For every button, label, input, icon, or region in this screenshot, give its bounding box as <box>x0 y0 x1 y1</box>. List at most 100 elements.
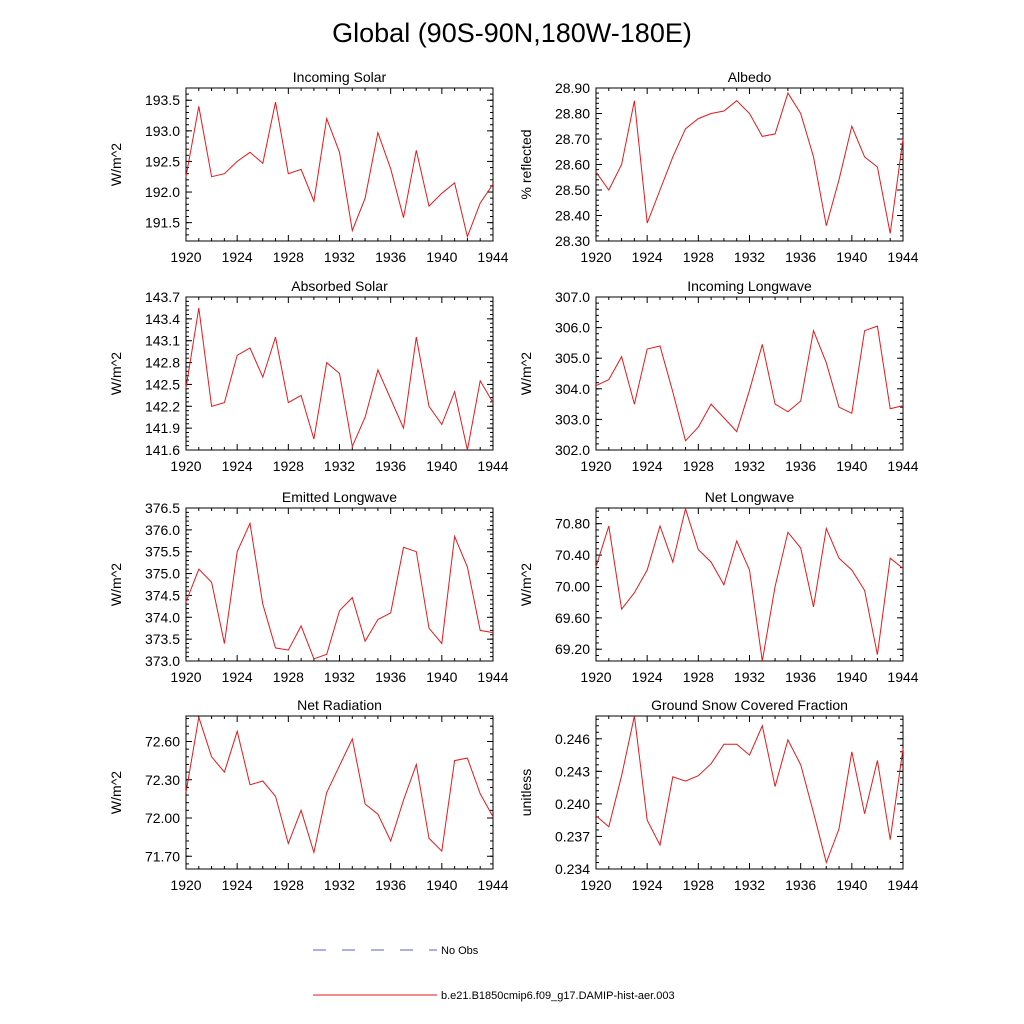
x-tick-label: 1940 <box>836 249 867 265</box>
x-tick-label: 1940 <box>426 249 457 265</box>
x-tick-label: 1936 <box>785 458 816 474</box>
x-tick-label: 1932 <box>734 669 765 685</box>
figure-title: Global (90S-90N,180W-180E) <box>332 18 692 48</box>
y-tick-label: 375.0 <box>145 566 180 582</box>
y-tick-label: 376.0 <box>145 522 180 538</box>
y-tick-label: 28.80 <box>555 106 590 122</box>
y-tick-label: 143.1 <box>145 333 180 349</box>
y-axis-label: unitless <box>518 769 534 816</box>
chart-panel: Net Radiation W/m^2 1920 1924 1928 1932 1936 19… <box>108 697 509 893</box>
x-tick-label: 1928 <box>683 669 714 685</box>
x-tick-label: 1924 <box>632 458 663 474</box>
series-line <box>595 91 904 234</box>
y-tick-label: 69.60 <box>555 610 590 626</box>
panel-title: Emitted Longwave <box>282 489 397 505</box>
y-tick-label: 302.0 <box>555 442 590 458</box>
y-tick-label: 141.9 <box>145 420 180 436</box>
y-tick-label: 72.30 <box>145 772 180 788</box>
x-tick-label: 1936 <box>375 669 406 685</box>
x-tick-label: 1924 <box>222 877 253 893</box>
x-tick-label: 1920 <box>580 458 611 474</box>
series-line <box>595 715 904 865</box>
y-tick-label: 375.5 <box>145 544 180 560</box>
chart-panels: Incoming Solar W/m^2 1920 1924 1928 1932 1936 1… <box>108 69 919 893</box>
y-tick-label: 191.5 <box>145 215 180 231</box>
y-tick-label: 143.7 <box>145 289 180 305</box>
y-tick-label: 70.80 <box>555 516 590 532</box>
panel-title: Incoming Longwave <box>687 278 812 294</box>
y-tick-label: 141.6 <box>145 442 180 458</box>
y-tick-label: 307.0 <box>555 289 590 305</box>
y-tick-label: 28.60 <box>555 157 590 173</box>
y-axis-label: W/m^2 <box>518 563 534 606</box>
x-tick-label: 1936 <box>785 249 816 265</box>
x-tick-label: 1940 <box>836 458 867 474</box>
legend-model-label: b.e21.B1850cmip6.f09_g17.DAMIP-hist-aer.… <box>441 990 675 1002</box>
panel-title: Ground Snow Covered Fraction <box>651 697 848 713</box>
x-tick-label: 1924 <box>632 249 663 265</box>
y-tick-label: 69.20 <box>555 641 590 657</box>
x-tick-label: 1932 <box>734 249 765 265</box>
y-tick-label: 71.70 <box>145 848 180 864</box>
y-tick-label: 72.60 <box>145 734 180 750</box>
x-tick-label: 1924 <box>222 458 253 474</box>
x-tick-label: 1920 <box>170 249 201 265</box>
legend: No Obs b.e21.B1850cmip6.f09_g17.DAMIP-hi… <box>313 945 675 1002</box>
x-tick-label: 1920 <box>170 669 201 685</box>
y-tick-label: 193.5 <box>145 92 180 108</box>
y-tick-label: 305.0 <box>555 350 590 366</box>
y-tick-label: 142.8 <box>145 355 180 371</box>
x-tick-label: 1932 <box>324 669 355 685</box>
panel-title: Albedo <box>728 69 772 85</box>
x-tick-label: 1940 <box>426 877 457 893</box>
y-tick-label: 0.237 <box>555 828 590 844</box>
y-axis-label: % reflected <box>518 129 534 199</box>
y-tick-label: 142.2 <box>145 398 180 414</box>
x-tick-label: 1924 <box>632 877 663 893</box>
y-tick-label: 306.0 <box>555 320 590 336</box>
chart-panel: Emitted Longwave W/m^2 1920 1924 1928 1932 193… <box>108 489 509 685</box>
y-tick-label: 0.243 <box>555 763 590 779</box>
series-line <box>185 717 494 855</box>
x-tick-label: 1936 <box>375 249 406 265</box>
x-tick-label: 1928 <box>273 458 304 474</box>
y-tick-label: 70.00 <box>555 578 590 594</box>
y-axis-label: W/m^2 <box>518 352 534 395</box>
x-tick-label: 1944 <box>887 877 918 893</box>
y-axis-label: W/m^2 <box>108 563 124 606</box>
x-tick-label: 1920 <box>580 669 611 685</box>
x-tick-label: 1944 <box>477 458 508 474</box>
x-tick-label: 1944 <box>887 249 918 265</box>
x-tick-label: 1944 <box>887 458 918 474</box>
x-tick-label: 1928 <box>683 877 714 893</box>
x-tick-label: 1940 <box>836 669 867 685</box>
y-tick-label: 28.30 <box>555 233 590 249</box>
x-tick-label: 1940 <box>426 458 457 474</box>
y-tick-label: 373.0 <box>145 653 180 669</box>
y-tick-label: 192.5 <box>145 153 180 169</box>
y-tick-label: 303.0 <box>555 411 590 427</box>
y-axis-label: W/m^2 <box>108 143 124 186</box>
x-tick-label: 1932 <box>734 458 765 474</box>
y-axis-label: W/m^2 <box>108 352 124 395</box>
x-tick-label: 1944 <box>477 877 508 893</box>
x-tick-label: 1944 <box>887 669 918 685</box>
panel-title: Incoming Solar <box>293 69 387 85</box>
y-tick-label: 373.5 <box>145 631 180 647</box>
x-tick-label: 1932 <box>324 249 355 265</box>
x-tick-label: 1920 <box>580 877 611 893</box>
chart-panel: Incoming Solar W/m^2 1920 1924 1928 1932 1936 1… <box>108 69 509 265</box>
x-tick-label: 1920 <box>170 458 201 474</box>
x-tick-label: 1928 <box>683 458 714 474</box>
y-tick-label: 374.0 <box>145 609 180 625</box>
x-tick-label: 1928 <box>273 669 304 685</box>
chart-panel: Net Longwave W/m^2 1920 1924 1928 1932 1936 194… <box>518 489 919 685</box>
x-tick-label: 1932 <box>324 877 355 893</box>
chart-panel: Albedo % reflected 1920 1924 1928 1932 1936 194… <box>518 69 919 265</box>
y-tick-label: 28.90 <box>555 80 590 96</box>
y-tick-label: 304.0 <box>555 381 590 397</box>
chart-panel: Incoming Longwave W/m^2 1920 1924 1928 1932 19… <box>518 278 919 474</box>
x-tick-label: 1936 <box>375 877 406 893</box>
y-tick-label: 142.5 <box>145 376 180 392</box>
